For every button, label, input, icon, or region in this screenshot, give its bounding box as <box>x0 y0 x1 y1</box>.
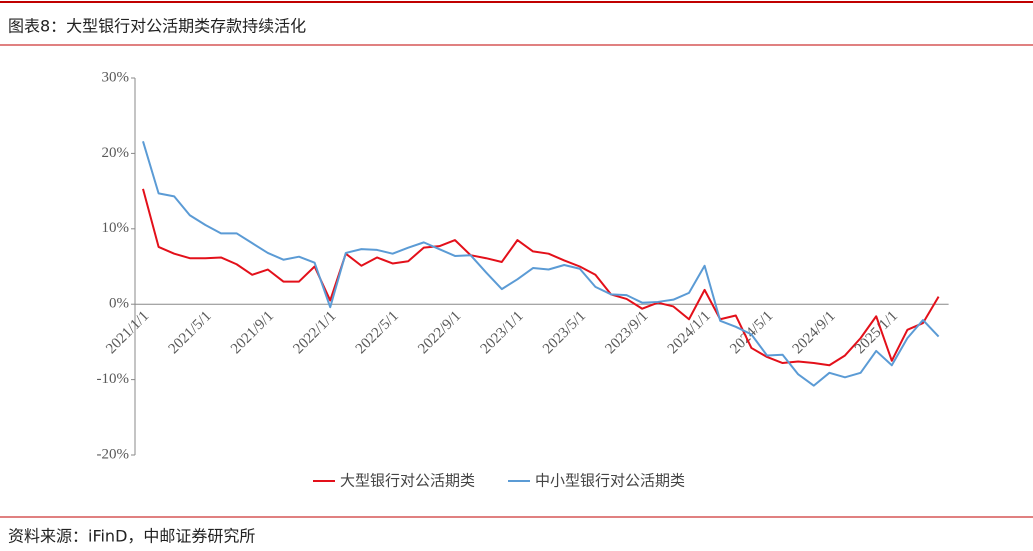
y-tick-label: 20% <box>102 145 130 161</box>
x-tick-label: 2021/5/1 <box>166 308 215 357</box>
legend-label: 中小型银行对公活期类 <box>535 472 685 490</box>
x-tick-label: 2023/9/1 <box>602 308 651 357</box>
x-tick-label: 2022/9/1 <box>415 308 464 357</box>
line-series <box>142 141 940 387</box>
y-tick-label: 30% <box>102 69 130 85</box>
y-tick-label: 10% <box>102 220 130 236</box>
x-tick-label: 2021/9/1 <box>228 308 277 357</box>
line-series <box>142 188 940 367</box>
chart-title: 图表8：大型银行对公活期类存款持续活化 <box>8 17 306 36</box>
x-tick-label: 2023/1/1 <box>478 308 527 357</box>
x-tick-label: 2021/1/1 <box>103 308 152 357</box>
x-tick-label: 2022/5/1 <box>353 308 402 357</box>
y-tick-label: -20% <box>97 446 130 462</box>
source: 资料来源：iFinD，中邮证券研究所 <box>8 527 255 546</box>
x-tick-label: 2024/1/1 <box>665 308 714 357</box>
x-tick-label: 2023/5/1 <box>540 308 589 357</box>
y-tick-label: 0% <box>109 296 129 312</box>
legend-label: 大型银行对公活期类 <box>340 472 475 490</box>
y-tick-label: -10% <box>97 371 130 387</box>
x-tick-label: 2022/1/1 <box>290 308 339 357</box>
x-tick-label: 2024/9/1 <box>790 308 839 357</box>
